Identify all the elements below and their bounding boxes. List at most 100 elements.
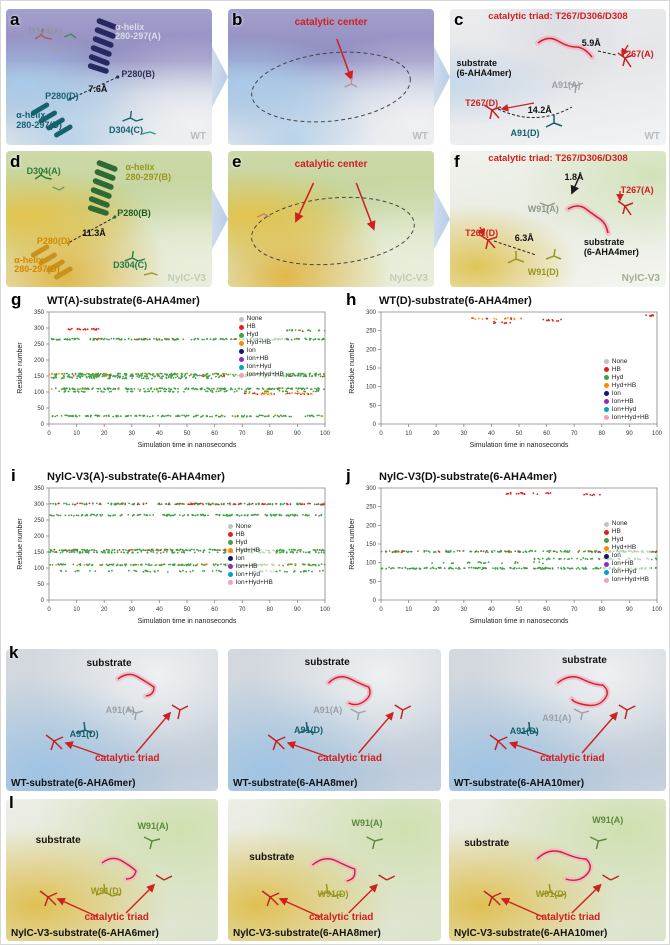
label-substrate: substrate: [304, 656, 350, 668]
legend-label: Hyd: [246, 331, 259, 339]
label-a91a: A91(A): [542, 713, 572, 724]
legend-label: None: [246, 315, 263, 323]
label-distance-14-2: 14.2Å: [527, 104, 552, 115]
subpanel-caption: WT-substrate(6-AHA10mer): [454, 778, 585, 789]
legend-item: Ion: [238, 347, 284, 355]
panel-letter-i: i: [11, 466, 16, 485]
svg-text:250: 250: [366, 329, 377, 335]
legend-color-dot: [238, 332, 244, 338]
svg-text:50: 50: [516, 607, 523, 613]
svg-text:90: 90: [626, 431, 633, 437]
legend-color-dot: [238, 364, 244, 370]
panel-letter-l: l: [9, 793, 14, 812]
legend-item: Ion+Hyd: [238, 363, 284, 371]
svg-text:Residue number: Residue number: [349, 518, 356, 570]
legend-label: Ion+Hyd: [235, 570, 261, 578]
panel-k-wt-10mer: substrate A91(A) A91(D) catalytic triad …: [449, 649, 666, 791]
legend-label: Ion: [611, 389, 621, 397]
label-w91a: W91(A): [137, 820, 169, 831]
label-d304a: D304(A): [26, 166, 61, 177]
panel-c-catalytic-triad-wt: catalytic triad: T267/D306/D308 5.9Å T26…: [450, 9, 666, 145]
subpanel-caption: NylC-V3-substrate(6-AHA8mer): [233, 928, 381, 939]
panel-f-molecular-art: [477, 174, 634, 264]
svg-text:Simulation time in nanoseconds: Simulation time in nanoseconds: [470, 618, 569, 625]
svg-text:250: 250: [34, 342, 45, 348]
label-a91d: A91(D): [510, 127, 540, 138]
legend-label: HB: [246, 323, 256, 331]
label-distance-1-8: 1.8Å: [564, 171, 584, 182]
legend-label: None: [235, 522, 252, 530]
svg-text:150: 150: [34, 550, 45, 556]
svg-text:0: 0: [373, 598, 377, 604]
panel-letter-b: b: [232, 10, 243, 29]
label-substrate: substrate: [86, 657, 132, 669]
svg-text:50: 50: [516, 431, 523, 437]
legend-label: Ion+Hyd: [611, 405, 637, 413]
svg-text:60: 60: [543, 431, 550, 437]
legend-label: Ion: [246, 347, 256, 355]
legend-label: None: [611, 357, 628, 365]
label-a91d: A91(D): [294, 724, 324, 735]
legend-item: Ion: [603, 389, 649, 398]
label-alpha-helix-a: α-helix 280-297(A): [115, 21, 161, 42]
legend-label: HB: [235, 530, 245, 538]
label-distance-7-6: 7.6Å: [88, 84, 108, 95]
chart-title: NylC-V3(A)-substrate(6-AHA4mer): [47, 471, 225, 483]
legend-color-dot: [603, 375, 609, 381]
legend-item: Hyd: [603, 374, 649, 382]
panel-letter-k: k: [9, 643, 19, 662]
label-substrate: substrate: [249, 851, 295, 863]
svg-text:0: 0: [41, 422, 45, 428]
panel-letter-h: h: [346, 290, 357, 309]
legend-color-dot: [238, 316, 244, 322]
svg-text:300: 300: [366, 486, 377, 492]
svg-text:20: 20: [433, 607, 440, 613]
legend-item: Ion+HB: [603, 560, 649, 568]
svg-text:100: 100: [320, 431, 331, 437]
svg-text:20: 20: [433, 431, 440, 437]
svg-text:80: 80: [598, 607, 605, 613]
chart-plot: 0 50 100 150 200 250 300 350 0 10 20 30 40 50 60 70 80 90…: [17, 310, 331, 449]
variant-tag: NylC-V3: [389, 273, 428, 284]
legend-color-dot: [227, 572, 233, 578]
svg-text:0: 0: [379, 431, 383, 437]
legend-item: Ion: [603, 552, 649, 560]
svg-text:50: 50: [184, 431, 191, 437]
legend-item: Hyd+HB: [227, 547, 273, 555]
label-alpha-helix-d: α-helix 280-297(D): [14, 254, 60, 275]
svg-text:10: 10: [73, 431, 80, 437]
panel-e-catalytic-center-nylcv3: catalytic center NylC-V3: [228, 151, 434, 287]
panel-letter-d: d: [10, 152, 21, 171]
svg-text:40: 40: [488, 607, 495, 613]
legend-item: Ion+Hyd+HB: [227, 579, 273, 587]
legend-item: Ion+Hyd: [603, 568, 649, 576]
svg-text:Residue number: Residue number: [349, 342, 356, 394]
svg-text:70: 70: [571, 431, 578, 437]
legend-item: Ion+Hyd+HB: [603, 414, 649, 422]
legend-item: Hyd: [603, 536, 649, 544]
legend-label: Ion+Hyd+HB: [611, 576, 650, 584]
legend-label: Hyd: [611, 536, 624, 544]
legend-color-dot: [238, 340, 244, 346]
label-catalytic-center: catalytic center: [294, 17, 368, 29]
panel-e-molecular-art: [251, 182, 415, 266]
panel-letter-a: a: [10, 10, 20, 29]
svg-text:40: 40: [156, 607, 163, 613]
legend-label: Hyd+HB: [246, 339, 272, 347]
chart-legend: None HB Hyd Hyd+HB Ion Ion+HB Ion+Hyd Ion+Hyd+H…: [225, 521, 275, 588]
svg-text:80: 80: [266, 431, 273, 437]
svg-text:10: 10: [405, 431, 412, 437]
svg-text:0: 0: [379, 607, 383, 613]
legend-color-dot: [603, 537, 609, 543]
legend-item: Ion+Hyd: [603, 405, 649, 414]
label-t267d: T267(D): [465, 227, 499, 238]
panel-letter-e: e: [232, 152, 242, 171]
svg-text:100: 100: [34, 566, 45, 572]
panel-b-molecular-art: [251, 38, 411, 123]
legend-color-dot: [603, 399, 609, 405]
svg-text:Simulation time in nanoseconds: Simulation time in nanoseconds: [138, 442, 237, 449]
legend-color-dot: [603, 415, 609, 421]
legend-color-dot: [227, 580, 233, 586]
svg-text:30: 30: [128, 431, 135, 437]
label-d304a: D304(A): [28, 25, 63, 36]
